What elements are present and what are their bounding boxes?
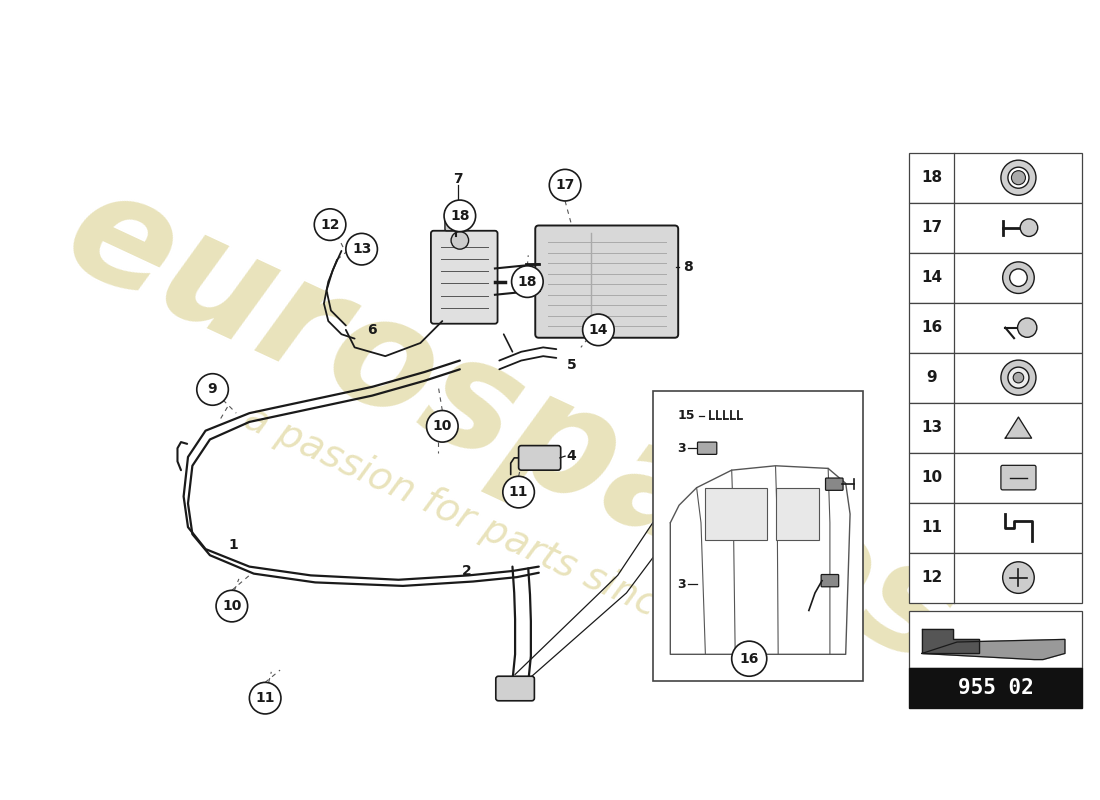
FancyBboxPatch shape: [444, 210, 468, 230]
Bar: [705, 488, 767, 540]
Circle shape: [444, 200, 475, 232]
FancyBboxPatch shape: [1001, 466, 1036, 490]
Text: 4: 4: [566, 449, 576, 463]
Circle shape: [1001, 360, 1036, 395]
Text: 12: 12: [320, 218, 340, 232]
FancyBboxPatch shape: [825, 478, 843, 490]
FancyBboxPatch shape: [697, 442, 717, 454]
Circle shape: [216, 590, 248, 622]
Text: 13: 13: [352, 242, 372, 256]
Text: 11: 11: [509, 485, 528, 499]
Circle shape: [451, 232, 469, 249]
Text: 6: 6: [367, 323, 377, 337]
FancyBboxPatch shape: [496, 676, 535, 701]
Text: 17: 17: [556, 178, 575, 192]
Circle shape: [583, 314, 614, 346]
Text: 11: 11: [255, 691, 275, 705]
Circle shape: [1018, 318, 1037, 338]
Text: 3: 3: [678, 442, 686, 454]
Polygon shape: [922, 639, 1065, 659]
Bar: [909, 668, 1082, 708]
Text: 17: 17: [921, 220, 943, 235]
Text: 9: 9: [926, 370, 937, 385]
Text: 15: 15: [678, 410, 695, 422]
Text: 11: 11: [921, 520, 942, 535]
Bar: [776, 488, 820, 540]
Text: 14: 14: [588, 323, 608, 337]
Text: 5: 5: [568, 358, 578, 372]
Bar: [909, 353, 1082, 402]
FancyBboxPatch shape: [821, 574, 838, 586]
Text: eurospares: eurospares: [43, 154, 981, 698]
Text: 9: 9: [208, 382, 218, 397]
Circle shape: [250, 682, 280, 714]
Text: 12: 12: [921, 570, 943, 585]
Circle shape: [1011, 170, 1025, 185]
Text: 16: 16: [921, 320, 943, 335]
Text: 14: 14: [921, 270, 943, 285]
Text: 3: 3: [678, 578, 686, 590]
Circle shape: [512, 266, 543, 298]
Bar: [909, 553, 1082, 602]
Circle shape: [427, 410, 458, 442]
Bar: [909, 253, 1082, 302]
Text: 2: 2: [462, 564, 472, 578]
Bar: [909, 302, 1082, 353]
Polygon shape: [922, 629, 979, 654]
Circle shape: [1003, 562, 1034, 594]
Bar: [909, 453, 1082, 502]
Circle shape: [1020, 219, 1037, 237]
Text: 10: 10: [222, 599, 242, 613]
Circle shape: [732, 641, 767, 676]
Circle shape: [1013, 372, 1024, 383]
Circle shape: [1003, 262, 1034, 294]
FancyBboxPatch shape: [536, 226, 679, 338]
Text: a passion for parts since 1985: a passion for parts since 1985: [239, 399, 786, 682]
Text: 955 02: 955 02: [958, 678, 1034, 698]
Bar: [909, 202, 1082, 253]
Polygon shape: [1005, 417, 1032, 438]
Bar: [909, 153, 1082, 202]
Text: 8: 8: [683, 260, 693, 274]
Text: 16: 16: [739, 652, 759, 666]
Circle shape: [315, 209, 345, 240]
Circle shape: [1001, 160, 1036, 195]
Bar: [909, 402, 1082, 453]
Bar: [652, 391, 864, 681]
Text: 10: 10: [432, 419, 452, 434]
Bar: [909, 502, 1082, 553]
FancyBboxPatch shape: [518, 446, 561, 470]
Circle shape: [345, 234, 377, 265]
Bar: [909, 611, 1082, 668]
Text: 18: 18: [450, 209, 470, 223]
Text: 10: 10: [921, 470, 943, 485]
Circle shape: [503, 476, 535, 508]
Circle shape: [1008, 367, 1028, 388]
Circle shape: [549, 170, 581, 201]
Text: 13: 13: [921, 420, 943, 435]
Text: 18: 18: [921, 170, 943, 185]
Circle shape: [1010, 269, 1027, 286]
Text: 18: 18: [518, 274, 537, 289]
Circle shape: [1008, 167, 1028, 188]
Circle shape: [197, 374, 229, 406]
FancyBboxPatch shape: [431, 230, 497, 324]
Text: 1: 1: [229, 538, 239, 552]
Text: 7: 7: [453, 172, 463, 186]
